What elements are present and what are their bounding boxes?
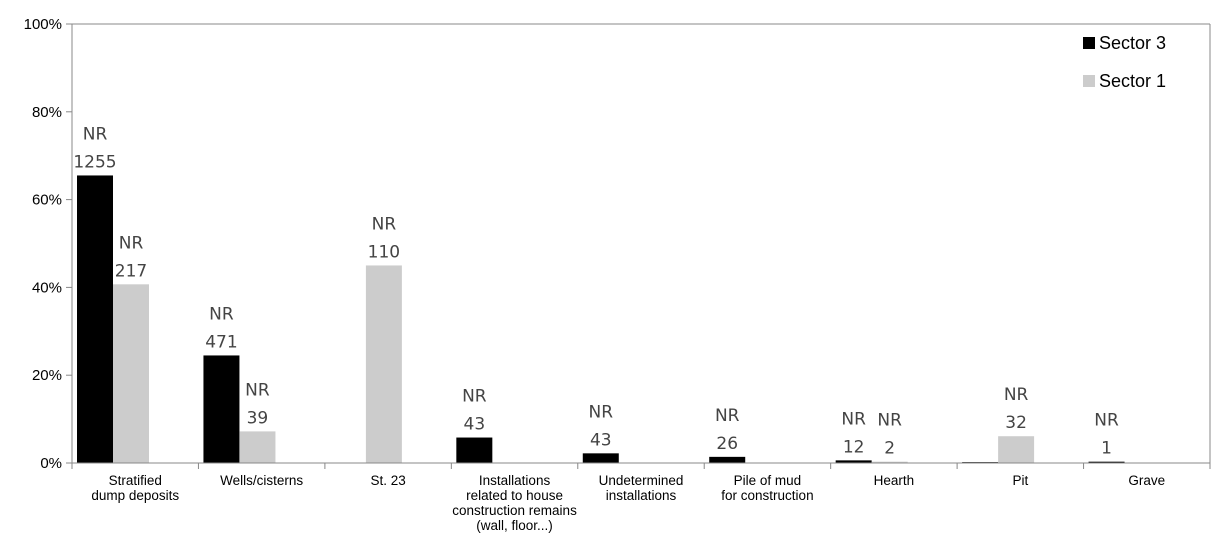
legend-label: Sector 3 xyxy=(1099,33,1166,53)
bar-sector-3 xyxy=(456,437,493,463)
data-label: NR 471 xyxy=(205,304,237,352)
y-tick-label: 100% xyxy=(24,16,62,33)
data-label: NR 26 xyxy=(715,406,740,454)
legend-swatch xyxy=(1083,37,1095,49)
x-tick-label: Stratified dump deposits xyxy=(91,473,179,503)
x-tick-label: Installations related to house constructio… xyxy=(452,473,577,533)
legend-swatch xyxy=(1083,75,1095,87)
y-tick-label: 20% xyxy=(32,367,62,384)
x-tick-label: Pile of mud for construction xyxy=(721,473,813,503)
x-tick-label: Wells/cisterns xyxy=(220,473,303,488)
bar-sector-1 xyxy=(998,436,1035,463)
data-label: NR 2 xyxy=(877,411,902,459)
data-label: NR 1255 xyxy=(73,124,116,172)
data-label: NR 43 xyxy=(589,402,614,450)
data-label: NR 217 xyxy=(115,233,147,281)
bar-sector-1 xyxy=(871,461,908,463)
y-axis: 0% 20% 40% 60% 80% 100% xyxy=(24,16,72,472)
x-tick-label: St. 23 xyxy=(370,473,405,488)
y-tick-label: 0% xyxy=(40,455,62,472)
x-tick-label: Pit xyxy=(1012,473,1028,488)
y-tick-label: 60% xyxy=(32,192,62,209)
x-tick-label: Undetermined installations xyxy=(599,473,684,503)
legend: Sector 3 Sector 1 xyxy=(1083,33,1166,91)
data-label: NR 32 xyxy=(1004,385,1029,433)
data-label: NR 39 xyxy=(245,380,270,428)
bar-sector-1 xyxy=(239,431,276,463)
legend-label: Sector 1 xyxy=(1099,71,1166,91)
x-tick-label: Hearth xyxy=(874,473,915,488)
data-label: NR 43 xyxy=(462,387,487,435)
y-tick-label: 40% xyxy=(32,279,62,296)
bar-sector-3 xyxy=(77,175,113,463)
data-label: NR 12 xyxy=(841,409,866,457)
bar-sector-1 xyxy=(113,284,149,463)
x-tick-label: Grave xyxy=(1128,473,1165,488)
y-tick-label: 80% xyxy=(32,104,62,121)
data-label: NR 1 xyxy=(1094,411,1119,459)
bar-sector-3 xyxy=(1088,461,1125,463)
bars xyxy=(77,175,1125,463)
bar-sector-3 xyxy=(709,456,746,463)
data-labels: NR 1255 NR 217 NR 471 NR 39 NR 110 NR 43 NR 43 NR 26 NR 1… xyxy=(73,124,1119,458)
bar-sector-3 xyxy=(835,460,872,463)
data-label: NR 110 xyxy=(368,214,400,262)
axes xyxy=(71,23,1211,469)
x-axis-categories: Stratified dump deposits Wells/cisterns St.… xyxy=(91,473,1165,533)
bar-sector-1 xyxy=(365,265,402,463)
bar-sector-3 xyxy=(203,355,240,463)
bar-sector-3 xyxy=(582,453,619,463)
